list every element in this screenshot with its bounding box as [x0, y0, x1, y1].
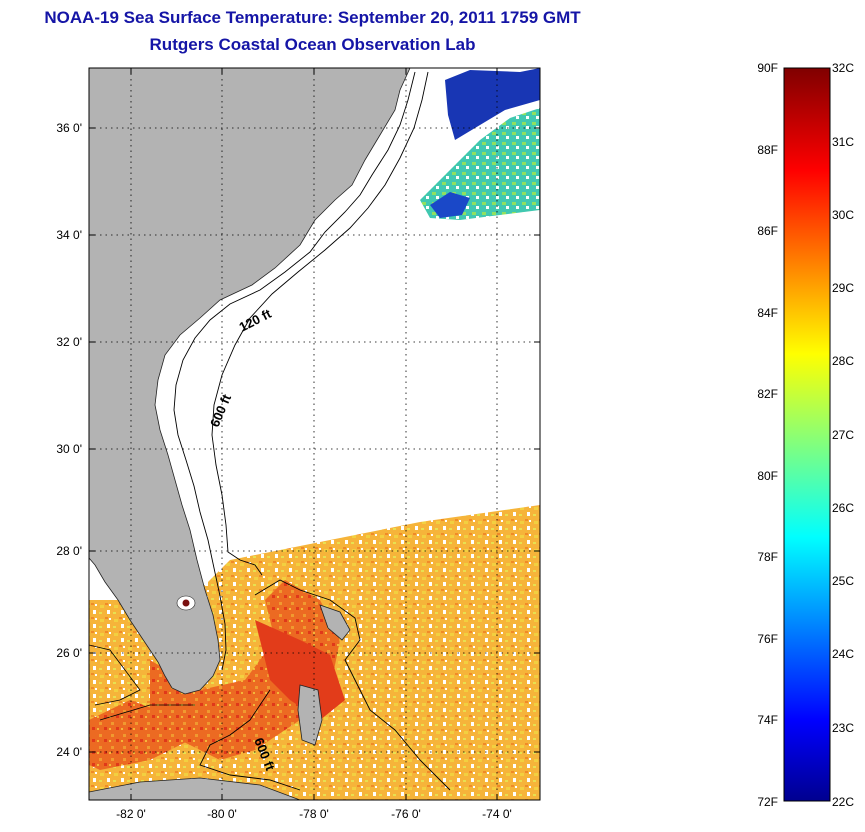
colorbar-f-label-90: 90F: [757, 61, 778, 75]
lat-label-24: 24 0': [56, 745, 82, 759]
sst-cold-patch: [445, 68, 540, 140]
lon-label-76: -76 0': [391, 807, 421, 821]
lat-label-36: 36 0': [56, 121, 82, 135]
sst-map: 120 ft 600 ft 600 ft 36 0' 34 0' 32 0' 3…: [56, 67, 541, 821]
map-title: NOAA-19 Sea Surface Temperature: Septemb…: [44, 8, 581, 27]
contour-bahamas-600ft: [199, 579, 451, 791]
lat-label-28: 28 0': [56, 544, 82, 558]
lat-label-32: 32 0': [56, 335, 82, 349]
sst-hot-patch-gulfstream: [255, 620, 345, 720]
colorbar-c-label-23: 23C: [832, 721, 854, 735]
land-southeast-us: [89, 68, 411, 695]
colorbar-f-label-88: 88F: [757, 143, 778, 157]
land-bahamas-andros: [297, 684, 323, 746]
sst-hot-patch-keys: [89, 700, 190, 770]
lat-label-34: 34 0': [56, 228, 82, 242]
contour-label-600ft: 600 ft: [207, 391, 234, 429]
contour-label-120ft: 120 ft: [237, 306, 275, 335]
map-graticule: [89, 68, 540, 800]
colorbar-c-label-22: 22C: [832, 795, 854, 809]
contour-600ft: [211, 71, 429, 576]
land-bahamas-abaco: [319, 604, 351, 641]
lon-label-82: -82 0': [116, 807, 146, 821]
colorbar-c-label-31: 31C: [832, 135, 854, 149]
lon-label-74: -74 0': [482, 807, 512, 821]
colorbar-f-label-80: 80F: [757, 469, 778, 483]
sst-cold-patch-2: [430, 192, 470, 218]
lon-label-78: -78 0': [299, 807, 329, 821]
contour-keys: [89, 644, 195, 721]
colorbar-c-label-32: 32C: [832, 61, 854, 75]
colorbar-c-label-27: 27C: [832, 428, 854, 442]
colorbar-f-label-84: 84F: [757, 306, 778, 320]
colorbar-c-label-25: 25C: [832, 574, 854, 588]
lon-label-80: -80 0': [207, 807, 237, 821]
colorbar-f-label-82: 82F: [757, 387, 778, 401]
lat-label-30: 30 0': [56, 442, 82, 456]
colorbar-c-label-26: 26C: [832, 501, 854, 515]
sst-hot-patch-west: [150, 580, 340, 760]
colorbar-c-label-24: 24C: [832, 647, 854, 661]
temperature-colorbar: 90F 88F 86F 84F 82F 80F 78F 76F 74F 72F …: [757, 61, 854, 809]
colorbar-f-label-76: 76F: [757, 632, 778, 646]
colorbar-f-label-74: 74F: [757, 713, 778, 727]
land-cuba: [89, 777, 301, 800]
map-subtitle: Rutgers Coastal Ocean Observation Lab: [149, 35, 476, 54]
contour-120ft: [173, 71, 416, 671]
colorbar-gradient: [783, 67, 831, 802]
colorbar-c-label-30: 30C: [832, 208, 854, 222]
colorbar-c-label-29: 29C: [832, 281, 854, 295]
colorbar-c-label-28: 28C: [832, 354, 854, 368]
colorbar-f-label-72: 72F: [757, 795, 778, 809]
colorbar-f-label-86: 86F: [757, 224, 778, 238]
colorbar-f-label-78: 78F: [757, 550, 778, 564]
lat-label-26: 26 0': [56, 646, 82, 660]
